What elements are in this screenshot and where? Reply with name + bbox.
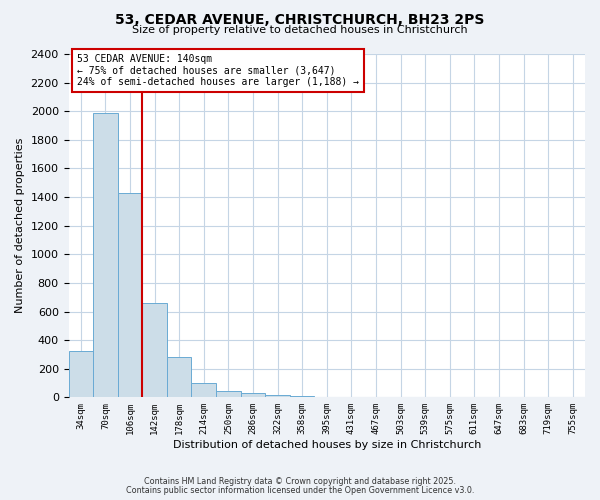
Bar [290, 396, 314, 398]
Text: 53 CEDAR AVENUE: 140sqm
← 75% of detached houses are smaller (3,647)
24% of semi: 53 CEDAR AVENUE: 140sqm ← 75% of detache… [77, 54, 359, 87]
Text: Size of property relative to detached houses in Christchurch: Size of property relative to detached ho… [132, 25, 468, 35]
Bar [191, 383, 216, 398]
Bar [241, 393, 265, 398]
Bar [93, 112, 118, 398]
Bar [167, 358, 191, 398]
Bar [265, 395, 290, 398]
Bar [216, 391, 241, 398]
Text: Contains HM Land Registry data © Crown copyright and database right 2025.: Contains HM Land Registry data © Crown c… [144, 477, 456, 486]
Bar [314, 396, 339, 398]
Bar [118, 193, 142, 398]
Text: 53, CEDAR AVENUE, CHRISTCHURCH, BH23 2PS: 53, CEDAR AVENUE, CHRISTCHURCH, BH23 2PS [115, 12, 485, 26]
Bar [68, 351, 93, 398]
Text: Contains public sector information licensed under the Open Government Licence v3: Contains public sector information licen… [126, 486, 474, 495]
Bar [142, 303, 167, 398]
Y-axis label: Number of detached properties: Number of detached properties [15, 138, 25, 314]
X-axis label: Distribution of detached houses by size in Christchurch: Distribution of detached houses by size … [173, 440, 481, 450]
